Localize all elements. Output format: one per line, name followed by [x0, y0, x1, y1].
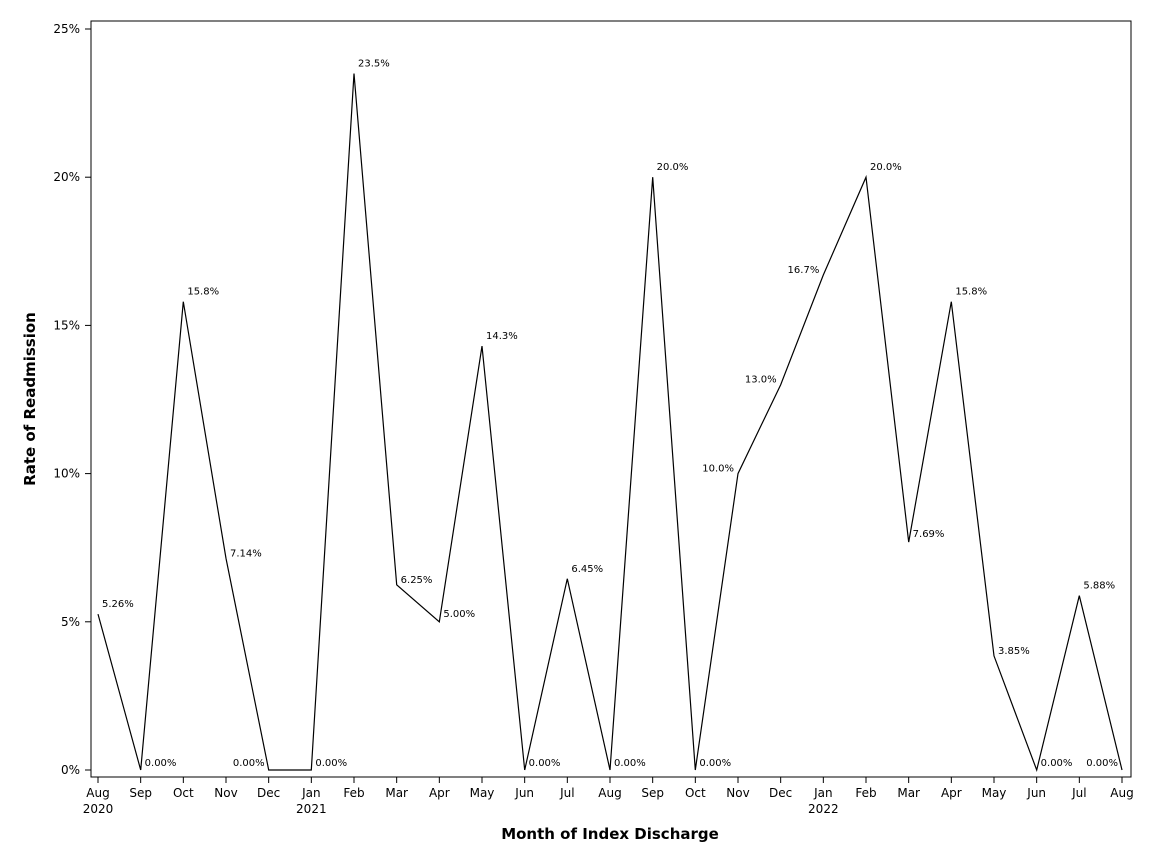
data-label: 0.00%	[614, 758, 646, 769]
data-label: 6.25%	[401, 575, 433, 586]
x-tick-label: Sep	[129, 786, 152, 800]
x-tick-label: Mar	[897, 786, 920, 800]
y-tick-label: 15%	[53, 318, 80, 332]
x-tick-label: Nov	[726, 786, 749, 800]
y-tick-label: 10%	[53, 467, 80, 481]
data-label: 6.45%	[571, 564, 603, 575]
data-label: 10.0%	[702, 464, 734, 475]
x-tick-label: May	[982, 786, 1007, 800]
x-tick-label: Jun	[1026, 786, 1046, 800]
y-axis: 0% 5% 10% 15% 20% 25%	[53, 22, 91, 777]
data-label: 5.00%	[443, 609, 475, 620]
data-label: 5.88%	[1083, 581, 1115, 592]
x-tick-year-label: 2020	[83, 802, 114, 816]
data-label: 0.00%	[529, 758, 561, 769]
x-tick-year-label: 2021	[296, 802, 327, 816]
x-tick-label: Sep	[641, 786, 664, 800]
data-label: 16.7%	[788, 265, 820, 276]
x-tick-label: May	[470, 786, 495, 800]
data-label: 0.00%	[1086, 758, 1118, 769]
y-tick-label: 0%	[61, 763, 80, 777]
y-axis-title: Rate of Readmission	[21, 312, 39, 486]
data-label: 0.00%	[699, 758, 731, 769]
data-label: 23.5%	[358, 58, 390, 69]
x-tick-label: Aug	[1110, 786, 1133, 800]
x-tick-label: Jan	[813, 786, 833, 800]
x-tick-year-label: 2022	[808, 802, 839, 816]
x-tick-label: Oct	[685, 786, 706, 800]
y-tick-label: 25%	[53, 22, 80, 36]
y-tick-label: 5%	[61, 615, 80, 629]
x-tick-label: Jan	[301, 786, 321, 800]
x-tick-label: Apr	[429, 786, 450, 800]
data-label: 0.00%	[1041, 758, 1073, 769]
data-label: 14.3%	[486, 331, 518, 342]
data-label: 20.0%	[870, 162, 902, 173]
x-tick-label: Aug	[86, 786, 109, 800]
series-layer	[97, 73, 1123, 773]
x-tick-label: Oct	[173, 786, 194, 800]
data-label: 13.0%	[745, 375, 777, 386]
series-line	[97, 73, 1123, 773]
x-tick-label: Dec	[257, 786, 280, 800]
x-tick-label: Feb	[855, 786, 876, 800]
y-tick-label: 20%	[53, 170, 80, 184]
x-tick-label: Apr	[941, 786, 962, 800]
x-tick-label: Aug	[598, 786, 621, 800]
x-axis: Aug 2020 Sep Oct Nov Dec Jan 2021 Feb Mar Apr May Ju…	[83, 777, 1134, 816]
data-label: 20.0%	[657, 162, 689, 173]
x-tick-label: Jul	[1071, 786, 1086, 800]
data-label: 7.14%	[230, 548, 262, 559]
x-tick-label: Jul	[559, 786, 574, 800]
x-tick-label: Nov	[214, 786, 237, 800]
data-label: 0.00%	[233, 758, 265, 769]
x-tick-label: Mar	[385, 786, 408, 800]
x-axis-title: Month of Index Discharge	[501, 825, 719, 843]
data-label: 0.00%	[315, 758, 347, 769]
data-labels: 5.26% 0.00% 15.8% 7.14% 0.00% 0.00% 23.5% 6.25%…	[102, 58, 1118, 769]
x-tick-label: Feb	[343, 786, 364, 800]
data-label: 0.00%	[145, 758, 177, 769]
data-label: 15.8%	[187, 287, 219, 298]
data-label: 5.26%	[102, 599, 134, 610]
data-label: 15.8%	[955, 287, 987, 298]
plot-frame	[90, 20, 1132, 778]
data-label: 3.85%	[998, 646, 1030, 657]
data-label: 7.69%	[913, 529, 945, 540]
x-tick-label: Dec	[769, 786, 792, 800]
x-tick-label: Jun	[514, 786, 534, 800]
